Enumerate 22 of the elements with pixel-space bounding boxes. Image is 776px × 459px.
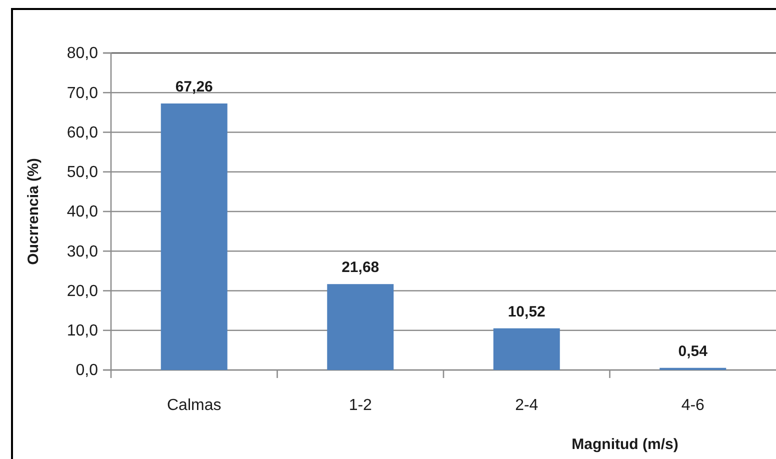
bar: [493, 328, 560, 370]
y-tick-label: 70,0: [66, 84, 98, 102]
x-tick-label: 2-4: [515, 397, 538, 414]
y-tick-label: 30,0: [66, 243, 98, 260]
x-tick-label: Calmas: [167, 397, 222, 414]
y-tick-label: 0,0: [76, 362, 98, 380]
data-label: 67,26: [175, 78, 213, 96]
y-tick-label: 40,0: [66, 204, 98, 221]
y-tick-label: 60,0: [66, 124, 98, 142]
y-axis-title: Oucrrencia (%): [25, 158, 42, 265]
bar: [327, 284, 394, 370]
data-label: 10,52: [508, 303, 546, 320]
x-tick-label: 4-6: [681, 397, 705, 414]
bar: [160, 103, 228, 370]
data-label: 21,68: [342, 259, 380, 276]
data-label: 0,54: [678, 342, 708, 360]
y-tick-label: 20,0: [66, 282, 98, 300]
y-tick-label: 50,0: [66, 164, 98, 181]
y-tick-label: 80,0: [66, 45, 98, 62]
x-axis-title: Magnitud (m/s): [572, 436, 678, 453]
y-tick-label: 10,0: [66, 322, 98, 340]
x-tick-label: 1-2: [348, 397, 372, 414]
